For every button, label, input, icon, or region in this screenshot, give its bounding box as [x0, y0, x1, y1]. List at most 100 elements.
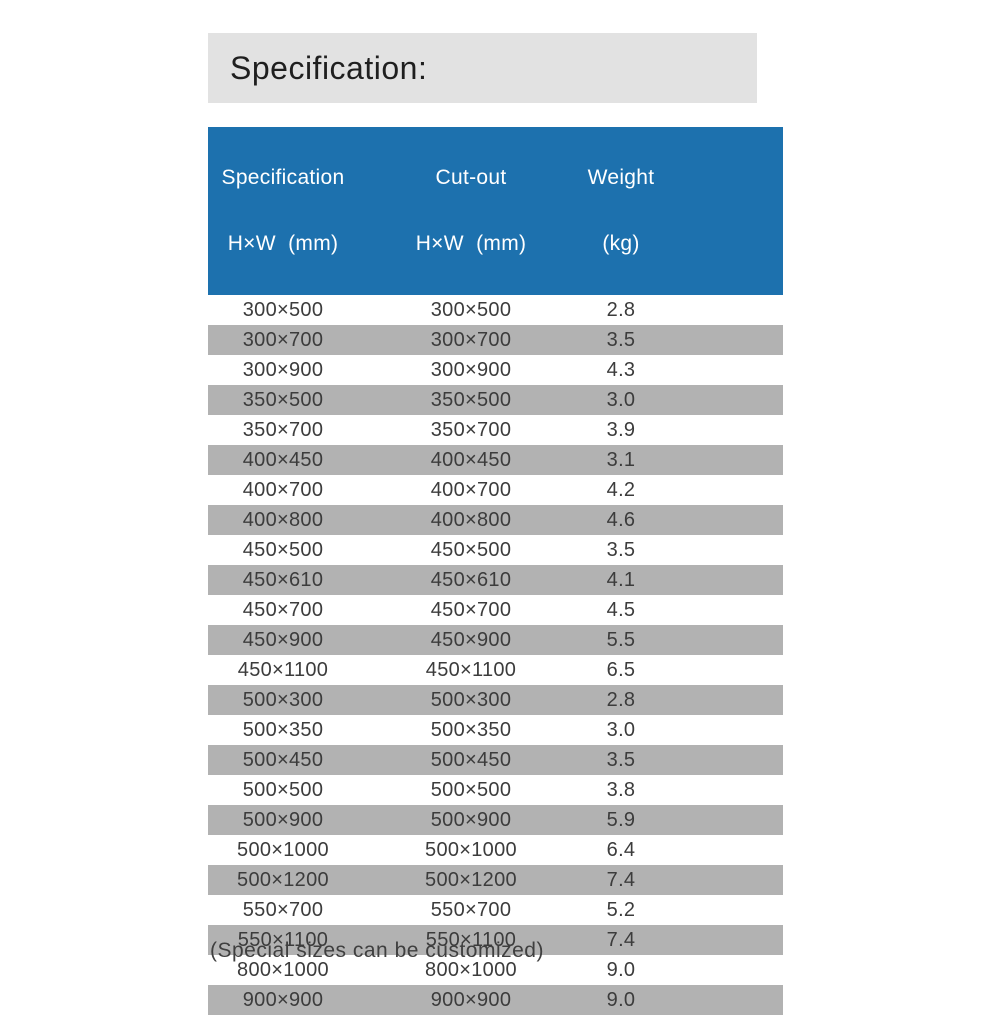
table-cell-spacer — [658, 715, 783, 745]
table-cell: 6.5 — [584, 655, 658, 685]
table-row: 500×900 500×900 5.9 — [208, 805, 783, 835]
page-title: Specification: — [230, 49, 428, 86]
table-cell-spacer — [658, 625, 783, 655]
table-cell: 5.9 — [584, 805, 658, 835]
table-row: 300×900 300×900 4.3 — [208, 355, 783, 385]
table-cell: 450×1100 — [208, 655, 358, 685]
table-cell: 550×1100 — [208, 925, 358, 955]
table-cell: 300×700 — [358, 325, 584, 355]
table-cell-spacer — [658, 865, 783, 895]
table-cell-spacer — [658, 985, 783, 1015]
specification-table: Specification H×W (mm) Cut-out H×W (mm) … — [208, 127, 783, 1015]
table-cell: 5.2 — [584, 895, 658, 925]
table-cell: 500×1000 — [358, 835, 584, 865]
table-cell: 500×1200 — [208, 865, 358, 895]
table-row: 800×1000 800×1000 9.0 — [208, 955, 783, 985]
table-row: 450×700 450×700 4.5 — [208, 595, 783, 625]
table-cell: 500×500 — [358, 775, 584, 805]
table-cell: 400×800 — [208, 505, 358, 535]
table-cell: 900×900 — [358, 985, 584, 1015]
column-header-line2: H×W (mm) — [227, 232, 339, 255]
table-cell: 450×900 — [208, 625, 358, 655]
table-cell-spacer — [658, 805, 783, 835]
table-cell-spacer — [658, 355, 783, 385]
table-cell: 400×700 — [208, 475, 358, 505]
table-row: 300×500 300×500 2.8 — [208, 295, 783, 325]
table-cell-spacer — [658, 505, 783, 535]
column-header-cut-out: Cut-out H×W (mm) — [358, 127, 584, 295]
table-cell: 400×800 — [358, 505, 584, 535]
table-cell: 7.4 — [584, 925, 658, 955]
table-cell: 300×500 — [358, 295, 584, 325]
table-cell: 500×300 — [358, 685, 584, 715]
column-header-specification: Specification H×W (mm) — [208, 127, 358, 295]
table-row: 550×1100 550×1100 7.4 — [208, 925, 783, 955]
table-row: 500×450 500×450 3.5 — [208, 745, 783, 775]
footer-note: (Special sizes can be customized) — [210, 939, 544, 962]
table-cell: 2.8 — [584, 685, 658, 715]
table-cell: 400×450 — [208, 445, 358, 475]
table-cell-spacer — [658, 535, 783, 565]
table-cell: 3.5 — [584, 325, 658, 355]
table-cell: 6.4 — [584, 835, 658, 865]
table-cell: 500×300 — [208, 685, 358, 715]
table-row: 400×800 400×800 4.6 — [208, 505, 783, 535]
table-cell-spacer — [658, 475, 783, 505]
table-cell: 300×500 — [208, 295, 358, 325]
spec-table-body: 300×500 300×500 2.8 300×700 300×700 3.5 300×90… — [208, 295, 783, 1015]
table-cell: 4.5 — [584, 595, 658, 625]
table-cell-spacer — [658, 745, 783, 775]
table-cell-spacer — [658, 415, 783, 445]
table-cell-spacer — [658, 385, 783, 415]
table-cell: 800×1000 — [208, 955, 358, 985]
table-cell: 9.0 — [584, 985, 658, 1015]
table-cell: 500×500 — [208, 775, 358, 805]
table-row: 900×900 900×900 9.0 — [208, 985, 783, 1015]
table-cell: 450×500 — [358, 535, 584, 565]
table-cell: 500×450 — [358, 745, 584, 775]
table-cell: 350×500 — [208, 385, 358, 415]
table-row: 400×700 400×700 4.2 — [208, 475, 783, 505]
table-cell-spacer — [658, 565, 783, 595]
table-cell: 4.2 — [584, 475, 658, 505]
table-cell: 500×1200 — [358, 865, 584, 895]
table-cell-spacer — [658, 925, 783, 955]
table-cell: 3.0 — [584, 715, 658, 745]
table-cell: 450×700 — [358, 595, 584, 625]
column-header-line2: H×W (mm) — [415, 232, 527, 255]
table-cell: 350×700 — [358, 415, 584, 445]
table-row: 500×300 500×300 2.8 — [208, 685, 783, 715]
column-header-spacer — [658, 127, 783, 295]
table-cell: 3.1 — [584, 445, 658, 475]
table-row: 500×1200 500×1200 7.4 — [208, 865, 783, 895]
table-cell: 3.0 — [584, 385, 658, 415]
table-row: 550×700 550×700 5.2 — [208, 895, 783, 925]
table-cell-spacer — [658, 655, 783, 685]
table-cell: 800×1000 — [358, 955, 584, 985]
table-cell: 550×700 — [208, 895, 358, 925]
table-cell: 500×900 — [208, 805, 358, 835]
table-row: 450×900 450×900 5.5 — [208, 625, 783, 655]
table-row: 350×700 350×700 3.9 — [208, 415, 783, 445]
column-header-line1: Specification — [221, 166, 345, 189]
table-cell-spacer — [658, 595, 783, 625]
table-cell: 4.1 — [584, 565, 658, 595]
table-row: 450×610 450×610 4.1 — [208, 565, 783, 595]
table-cell: 4.3 — [584, 355, 658, 385]
table-row: 500×1000 500×1000 6.4 — [208, 835, 783, 865]
column-header-weight: Weight (kg) — [584, 127, 658, 295]
table-cell: 450×610 — [208, 565, 358, 595]
table-cell: 300×900 — [358, 355, 584, 385]
table-row: 450×500 450×500 3.5 — [208, 535, 783, 565]
table-header: Specification H×W (mm) Cut-out H×W (mm) … — [208, 127, 783, 295]
table-cell: 500×450 — [208, 745, 358, 775]
table-cell: 4.6 — [584, 505, 658, 535]
column-header-line1: Cut-out — [435, 166, 507, 189]
table-cell: 450×1100 — [358, 655, 584, 685]
table-cell: 500×350 — [208, 715, 358, 745]
column-header-line1: Weight — [587, 166, 655, 189]
table-cell: 450×500 — [208, 535, 358, 565]
table-cell-spacer — [658, 325, 783, 355]
table-cell: 3.8 — [584, 775, 658, 805]
table-cell: 3.5 — [584, 535, 658, 565]
